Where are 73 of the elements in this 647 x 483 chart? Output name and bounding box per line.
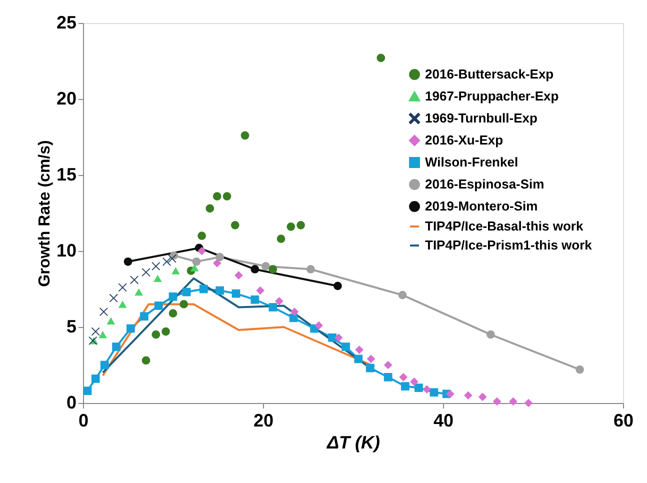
point bbox=[118, 300, 127, 308]
y-axis-title: Growth Rate (cm/s) bbox=[36, 140, 54, 287]
point bbox=[422, 385, 431, 394]
point bbox=[492, 397, 502, 406]
point bbox=[268, 265, 278, 274]
point bbox=[152, 330, 160, 339]
point bbox=[355, 346, 364, 354]
y-tick-label: 20 bbox=[56, 88, 76, 108]
legend-label: Wilson-Frenkel bbox=[425, 154, 518, 170]
x-tick-label: 60 bbox=[613, 410, 634, 430]
point bbox=[464, 391, 472, 400]
point bbox=[276, 234, 286, 244]
point bbox=[162, 257, 171, 266]
point bbox=[290, 308, 299, 316]
legend-label: TIP4P/Ice-Prism1-this work bbox=[425, 238, 593, 252]
point bbox=[168, 309, 178, 318]
x-axis-title: ΔT (K) bbox=[326, 432, 380, 452]
line-series bbox=[102, 277, 376, 374]
point bbox=[168, 254, 176, 263]
point bbox=[134, 288, 143, 296]
legend-label: 2019-Montero-Sim bbox=[425, 198, 538, 214]
point bbox=[152, 262, 160, 270]
point bbox=[98, 330, 107, 338]
point bbox=[154, 274, 162, 282]
legend-label: 2016-Espinosa-Sim bbox=[425, 176, 544, 192]
point bbox=[234, 271, 243, 280]
point bbox=[222, 192, 232, 200]
legend-label: TIP4P/Ice-Basal-this work bbox=[425, 218, 584, 234]
point bbox=[334, 333, 343, 342]
point bbox=[172, 267, 180, 274]
point bbox=[206, 204, 214, 213]
point bbox=[524, 398, 533, 408]
point bbox=[286, 222, 296, 231]
point bbox=[399, 372, 408, 382]
point bbox=[109, 294, 118, 302]
point bbox=[366, 354, 376, 364]
point bbox=[478, 392, 487, 402]
point bbox=[384, 360, 392, 370]
point bbox=[314, 321, 323, 330]
point bbox=[509, 397, 518, 406]
point bbox=[198, 232, 206, 240]
legend-label: 2016-Xu-Exp bbox=[425, 132, 504, 148]
point bbox=[118, 283, 127, 292]
point bbox=[376, 54, 386, 62]
point bbox=[130, 276, 138, 284]
point bbox=[198, 246, 206, 256]
point bbox=[230, 220, 240, 230]
point bbox=[100, 308, 108, 316]
y-tick-label: 25 bbox=[56, 12, 76, 32]
x-tick-label: 40 bbox=[433, 410, 454, 430]
y-tick-label: 10 bbox=[56, 240, 76, 260]
point bbox=[256, 286, 264, 295]
legend-label: 2016-Buttersack-Exp bbox=[425, 66, 554, 82]
y-tick-label: 5 bbox=[66, 316, 76, 336]
x-tick-label: 20 bbox=[253, 410, 274, 430]
point bbox=[212, 258, 222, 268]
point bbox=[106, 317, 116, 325]
legend-label: 1969-Turnbull-Exp bbox=[425, 110, 538, 126]
point bbox=[410, 378, 418, 386]
y-tick-label: 15 bbox=[56, 164, 76, 184]
point bbox=[91, 327, 100, 336]
point bbox=[446, 390, 454, 398]
point bbox=[190, 264, 199, 272]
point bbox=[212, 192, 222, 200]
point bbox=[275, 296, 284, 306]
point bbox=[142, 356, 150, 365]
legend-label: 1967-Pruppacher-Exp bbox=[425, 88, 559, 104]
point bbox=[240, 131, 250, 140]
y-tick-label: 0 bbox=[66, 392, 76, 412]
line-series bbox=[102, 303, 376, 377]
point bbox=[180, 300, 188, 308]
point bbox=[296, 220, 305, 230]
point bbox=[162, 327, 170, 336]
